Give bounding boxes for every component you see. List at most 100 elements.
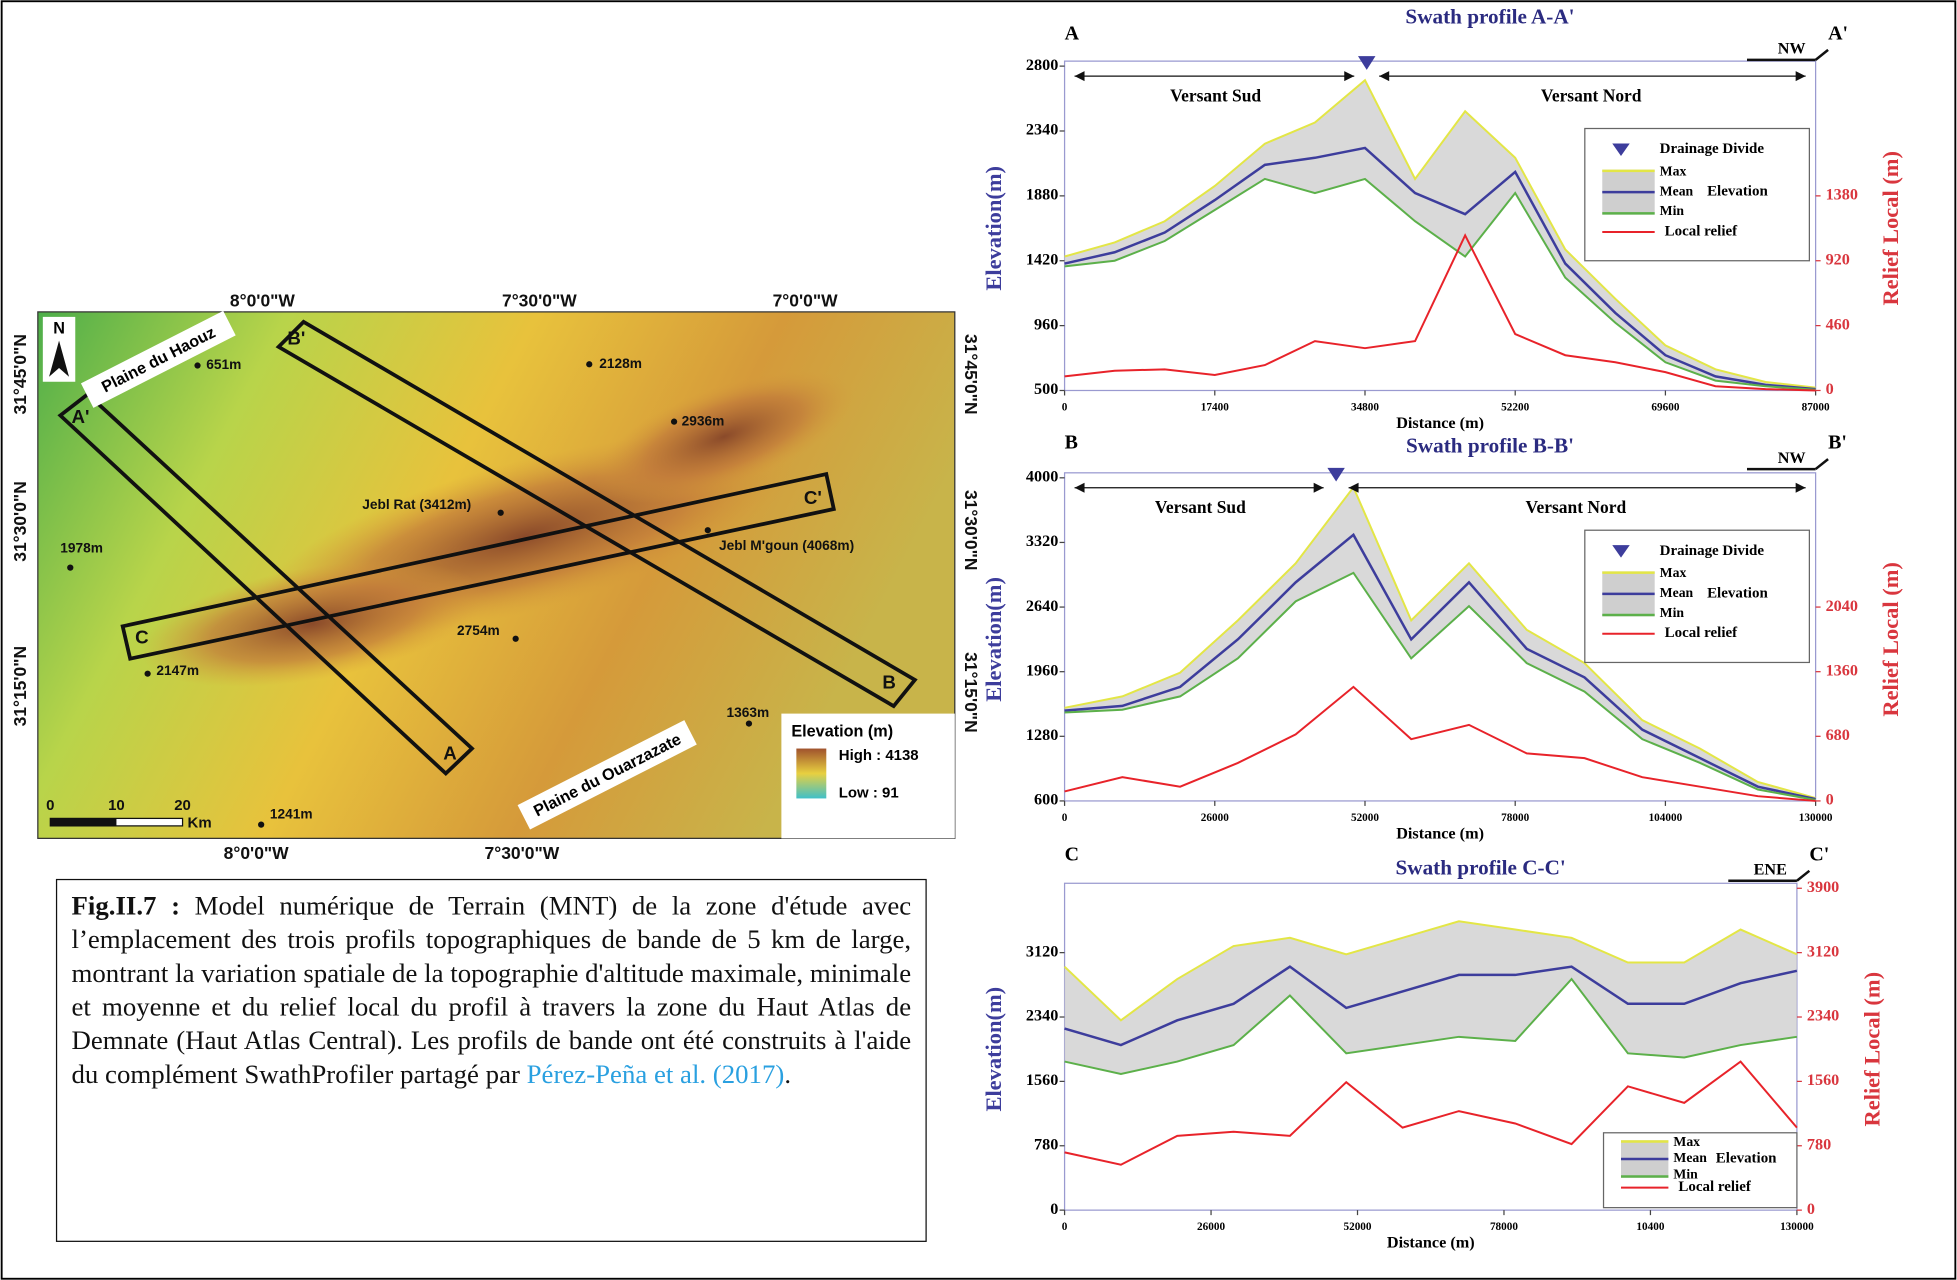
arrow-head [1344, 71, 1354, 81]
profile-start: B [1065, 432, 1078, 454]
y2-tick-label: 1380 [1826, 186, 1858, 204]
legend-high: High : 4138 [839, 747, 919, 764]
y-tick-label: 1880 [1026, 186, 1058, 204]
place-label: 2936m [682, 413, 725, 428]
y-tick-label: 2340 [1026, 121, 1058, 139]
place-label: Jebl Rat (3412m) [362, 497, 471, 512]
legend-label: Mean [1660, 183, 1694, 198]
arrow-head [1796, 71, 1806, 81]
x-axis-label: Distance (m) [1396, 414, 1484, 432]
y-axis-label: Elevation(m) [981, 577, 1006, 702]
profile-end: A [443, 743, 457, 764]
caption-reference[interactable]: Pérez-Peña et al. (2017) [527, 1059, 785, 1089]
x-axis-label: Distance (m) [1396, 824, 1484, 842]
profile-end: A' [1828, 23, 1848, 45]
place-label: 2128m [599, 356, 642, 371]
profile-end: A' [72, 406, 90, 427]
place-label: 1241m [270, 806, 313, 821]
legend-label: Local relief [1665, 223, 1738, 239]
arrow-head [1075, 483, 1085, 493]
y2-axis-label: Relief Local (m) [1878, 151, 1903, 306]
place-dot [705, 527, 711, 533]
legend-label: Min [1660, 605, 1685, 620]
x-tick-label: 52000 [1343, 1221, 1371, 1233]
latitude-label: 31°15'0"N [10, 646, 30, 727]
x-tick-label: 0 [1062, 812, 1068, 824]
place-dot [145, 671, 151, 677]
arrow-head [1075, 71, 1085, 81]
y-axis-label: Elevation(m) [981, 987, 1006, 1112]
longitude-label: 7°30'0"W [502, 291, 577, 311]
elevation-ramp [796, 749, 826, 799]
legend-label: Mean [1660, 585, 1694, 600]
scale-label: 0 [46, 797, 54, 814]
latitude-label: 31°30'0"N [10, 481, 30, 562]
figure: A' A B' B C C' 8°0'0"W 7°30'0"W 7°0'0"W … [0, 0, 1957, 1280]
slope-label: Versant Sud [1170, 85, 1261, 105]
x-tick-label: 78000 [1490, 1221, 1518, 1233]
place-dot [513, 636, 519, 642]
place-dot [746, 720, 752, 726]
y2-tick-label: 3900 [1807, 878, 1839, 896]
swath-profile: Swath profile C-C'CC'ENE0260005200078000… [981, 843, 1884, 1251]
legend-label: Local relief [1665, 625, 1738, 641]
direction-label: NW [1778, 40, 1806, 58]
latitude-label: 31°45'0"N [961, 334, 981, 415]
map: A' A B' B C C' 8°0'0"W 7°30'0"W 7°0'0"W … [10, 291, 981, 864]
longitude-label: 7°30'0"W [485, 843, 560, 863]
y-tick-label: 0 [1050, 1200, 1058, 1218]
arrow-head [1379, 71, 1389, 81]
legend-label: Elevation [1707, 184, 1768, 200]
legend-label: Elevation [1716, 1150, 1777, 1166]
chart-title: Swath profile B-B' [1406, 434, 1574, 458]
place-dot [194, 362, 200, 368]
drainage-divide [1358, 56, 1375, 70]
place-label: 2147m [156, 663, 199, 678]
place-label: 2754m [457, 623, 500, 638]
latitude-label: 31°45'0"N [10, 334, 30, 415]
y2-tick-label: 1360 [1826, 661, 1858, 679]
y-tick-label: 2640 [1026, 597, 1058, 615]
y2-tick-label: 2040 [1826, 597, 1858, 615]
y2-tick-label: 780 [1807, 1135, 1831, 1153]
arrow-head [1796, 483, 1806, 493]
y-tick-label: 960 [1034, 315, 1058, 333]
y2-tick-label: 2340 [1807, 1007, 1839, 1025]
legend-label: Local relief [1678, 1179, 1751, 1195]
x-tick-label: 130000 [1780, 1221, 1814, 1233]
drainage-divide [1327, 468, 1344, 482]
longitude-label: 8°0'0"W [230, 291, 296, 311]
x-tick-label: 26000 [1201, 812, 1229, 824]
x-tick-label: 0 [1062, 1221, 1068, 1233]
y-axis-label: Elevation(m) [981, 166, 1006, 291]
y-tick-label: 2800 [1026, 56, 1058, 74]
y2-tick-label: 0 [1807, 1200, 1815, 1218]
arrow-head [1314, 483, 1324, 493]
legend-label: Drainage Divide [1660, 141, 1765, 157]
chart-title: Swath profile A-A' [1405, 5, 1574, 29]
y-tick-label: 780 [1034, 1135, 1058, 1153]
caption-end: . [784, 1059, 791, 1089]
longitude-label: 7°0'0"W [773, 291, 839, 311]
slope-label: Versant Nord [1526, 497, 1627, 517]
y2-axis-label: Relief Local (m) [1859, 972, 1884, 1127]
place-label: 651m [206, 357, 241, 372]
x-tick-label: 17400 [1201, 402, 1229, 414]
latitude-label: 31°30'0"N [961, 490, 981, 571]
caption-holder: Fig.II.7 : Model numérique de Terrain (M… [57, 880, 927, 1242]
profile-end: C [135, 627, 149, 648]
direction-arrow [1816, 50, 1828, 60]
y-tick-label: 1420 [1026, 250, 1058, 268]
x-tick-label: 87000 [1802, 402, 1830, 414]
scale-label: Km [188, 814, 212, 831]
legend-label: Elevation [1707, 585, 1768, 601]
x-tick-label: 104000 [1649, 812, 1683, 824]
y-tick-label: 1280 [1026, 726, 1058, 744]
profile-end: B [882, 672, 896, 693]
page: A' A B' B C C' 8°0'0"W 7°30'0"W 7°0'0"W … [0, 0, 1957, 1280]
y-tick-label: 1560 [1026, 1071, 1058, 1089]
legend-label: Mean [1673, 1150, 1707, 1165]
y-tick-label: 1960 [1026, 661, 1058, 679]
y-tick-label: 4000 [1026, 468, 1058, 486]
